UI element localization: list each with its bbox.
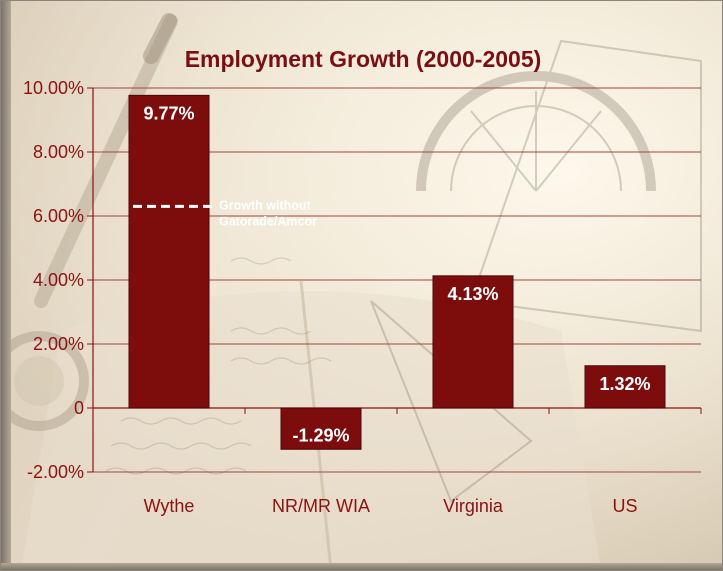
annotation-text: Growth without xyxy=(219,198,311,212)
bar-nr-mr-wia xyxy=(280,407,362,450)
chart-title: Employment Growth (2000-2005) xyxy=(185,46,542,72)
bar-virginia xyxy=(432,275,514,409)
data-label: 4.13% xyxy=(447,284,498,304)
bar-wythe xyxy=(128,94,210,409)
frame-left-edge xyxy=(1,1,11,570)
y-tick-label: -2.00% xyxy=(27,462,84,482)
data-label: -1.29% xyxy=(292,425,349,445)
bars xyxy=(128,94,666,450)
y-tick-label: 8.00% xyxy=(33,142,84,162)
annotation-text: Gatorade/Amcor xyxy=(219,214,317,228)
y-tick-label: 10.00% xyxy=(23,78,84,98)
frame-bottom-edge xyxy=(1,563,722,570)
x-category-label: US xyxy=(612,496,637,516)
bar-us xyxy=(584,365,666,409)
x-category-label: NR/MR WIA xyxy=(272,496,370,516)
x-category-label: Virginia xyxy=(443,496,504,516)
data-label: 9.77% xyxy=(143,103,194,123)
y-tick-label: 4.00% xyxy=(33,270,84,290)
labels: 10.00% 8.00% 6.00% 4.00% 2.00% 0 -2.00% 9.77% Wy… xyxy=(23,78,651,516)
y-tick-label: 6.00% xyxy=(33,206,84,226)
y-tick-label: 2.00% xyxy=(33,334,84,354)
x-category-label: Wythe xyxy=(144,496,195,516)
data-label: 1.32% xyxy=(599,374,650,394)
y-tick-label: 0 xyxy=(74,398,84,418)
